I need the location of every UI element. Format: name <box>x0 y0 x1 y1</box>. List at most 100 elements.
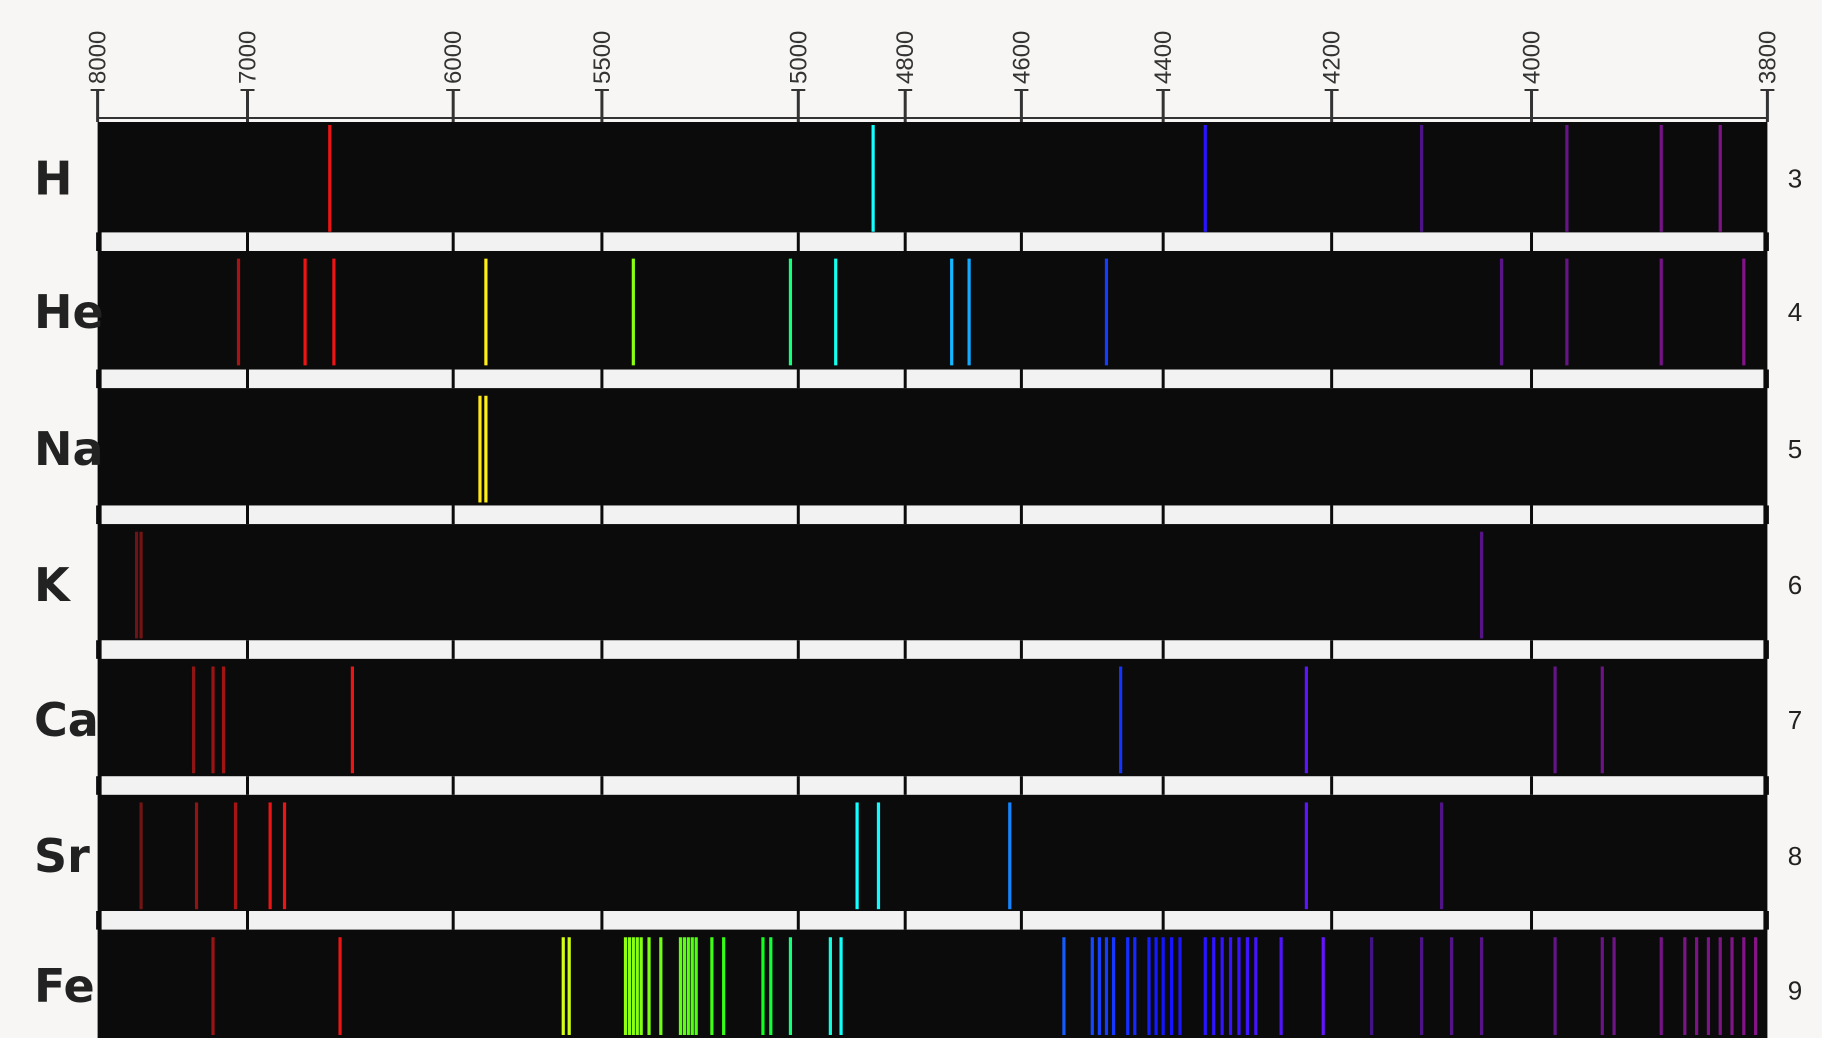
spectral-line <box>1719 125 1722 232</box>
ruler-strip <box>102 640 1764 659</box>
spectral-line <box>1370 937 1373 1035</box>
spectral-line <box>1062 937 1065 1035</box>
spectral-line <box>1730 937 1733 1035</box>
spectral-line <box>640 937 643 1035</box>
spectral-line <box>1112 937 1115 1035</box>
spectral-line <box>338 937 341 1035</box>
spectral-line <box>1170 937 1173 1035</box>
spectral-line <box>351 667 354 774</box>
spectral-line <box>1420 937 1423 1035</box>
ruler-strip <box>102 370 1764 389</box>
spectral-line <box>1154 937 1157 1035</box>
spectral-line <box>1601 667 1604 774</box>
spectral-line <box>1229 937 1232 1035</box>
spectral-line <box>135 532 138 639</box>
spectral-line <box>789 259 792 366</box>
spectral-line <box>1683 937 1686 1035</box>
spectral-line <box>1565 259 1568 366</box>
element-label: Fe <box>34 959 95 1013</box>
spectral-line <box>303 259 306 366</box>
spectral-line <box>1719 937 1722 1035</box>
x-tick-label: 4200 <box>1319 31 1346 84</box>
spectral-line <box>1178 937 1181 1035</box>
spectral-line <box>683 937 686 1035</box>
spectral-line <box>1660 125 1663 232</box>
spectral-line <box>328 125 331 232</box>
spectral-line <box>222 667 225 774</box>
spectral-line <box>1147 937 1150 1035</box>
x-tick-label: 8000 <box>85 31 112 84</box>
spectral-line <box>1119 667 1122 774</box>
row-number: 6 <box>1788 570 1802 600</box>
spectral-line <box>710 937 713 1035</box>
spectral-line <box>211 937 214 1035</box>
spectral-line <box>1162 937 1165 1035</box>
spectral-line <box>1480 937 1483 1035</box>
spectral-line <box>195 802 198 909</box>
spectral-line <box>1204 937 1207 1035</box>
x-tick-label: 3800 <box>1754 31 1781 84</box>
spectral-line <box>1601 937 1604 1035</box>
row-number: 9 <box>1788 976 1802 1006</box>
spectral-line <box>1098 937 1101 1035</box>
spectral-line <box>1554 937 1557 1035</box>
x-tick-label: 6000 <box>440 31 467 84</box>
x-tick-label: 4400 <box>1150 31 1177 84</box>
spectral-line <box>628 937 631 1035</box>
spectral-line <box>632 937 635 1035</box>
spectral-line <box>679 937 682 1035</box>
spectral-line <box>1105 259 1108 366</box>
spectral-line <box>1204 125 1207 232</box>
spectral-line <box>1707 937 1710 1035</box>
x-tick-label: 4800 <box>892 31 919 84</box>
spectral-line <box>568 937 571 1035</box>
element-label: Ca <box>34 693 99 747</box>
ruler-strip <box>102 232 1764 251</box>
spectral-line <box>1742 937 1745 1035</box>
spectral-line <box>1322 937 1325 1035</box>
spectral-line <box>829 937 832 1035</box>
spectral-line <box>562 937 565 1035</box>
spectral-line <box>1480 532 1483 639</box>
spectral-line <box>761 937 764 1035</box>
spectral-line <box>877 802 880 909</box>
spectral-line <box>1246 937 1249 1035</box>
spectral-line <box>722 937 725 1035</box>
spectral-line <box>769 937 772 1035</box>
spectral-line <box>1695 937 1698 1035</box>
spectral-line <box>632 259 635 366</box>
spectral-line <box>484 396 487 503</box>
spectral-line <box>192 667 195 774</box>
x-tick-label: 7000 <box>235 31 262 84</box>
x-tick-label: 4000 <box>1519 31 1546 84</box>
row-number: 3 <box>1788 163 1802 193</box>
spectral-line <box>647 937 650 1035</box>
spectral-line <box>1254 937 1257 1035</box>
row-number: 8 <box>1788 841 1802 871</box>
spectral-line <box>332 259 335 366</box>
spectral-line <box>1660 259 1663 366</box>
spectral-line <box>1754 937 1757 1035</box>
spectral-line <box>1500 259 1503 366</box>
x-tick-label: 4600 <box>1008 31 1035 84</box>
spectral-line <box>1305 667 1308 774</box>
spectral-line <box>1126 937 1129 1035</box>
spectral-line <box>1565 125 1568 232</box>
spectrum-panel <box>98 122 1768 1038</box>
spectral-line <box>1280 937 1283 1035</box>
spectral-line <box>1420 125 1423 232</box>
row-number: 4 <box>1788 297 1802 327</box>
spectral-line <box>1237 937 1240 1035</box>
ruler-strip <box>102 505 1764 524</box>
chart: 8000700060005500500048004600440042004000… <box>0 0 1822 1038</box>
row-number: 5 <box>1788 434 1802 464</box>
spectral-line <box>1660 937 1663 1035</box>
spectral-line <box>1133 937 1136 1035</box>
x-tick-label: 5500 <box>589 31 616 84</box>
spectral-line <box>834 259 837 366</box>
element-label: Sr <box>34 829 90 883</box>
spectral-line <box>855 802 858 909</box>
element-label: H <box>34 151 73 205</box>
element-label: He <box>34 285 104 339</box>
spectral-line <box>691 937 694 1035</box>
